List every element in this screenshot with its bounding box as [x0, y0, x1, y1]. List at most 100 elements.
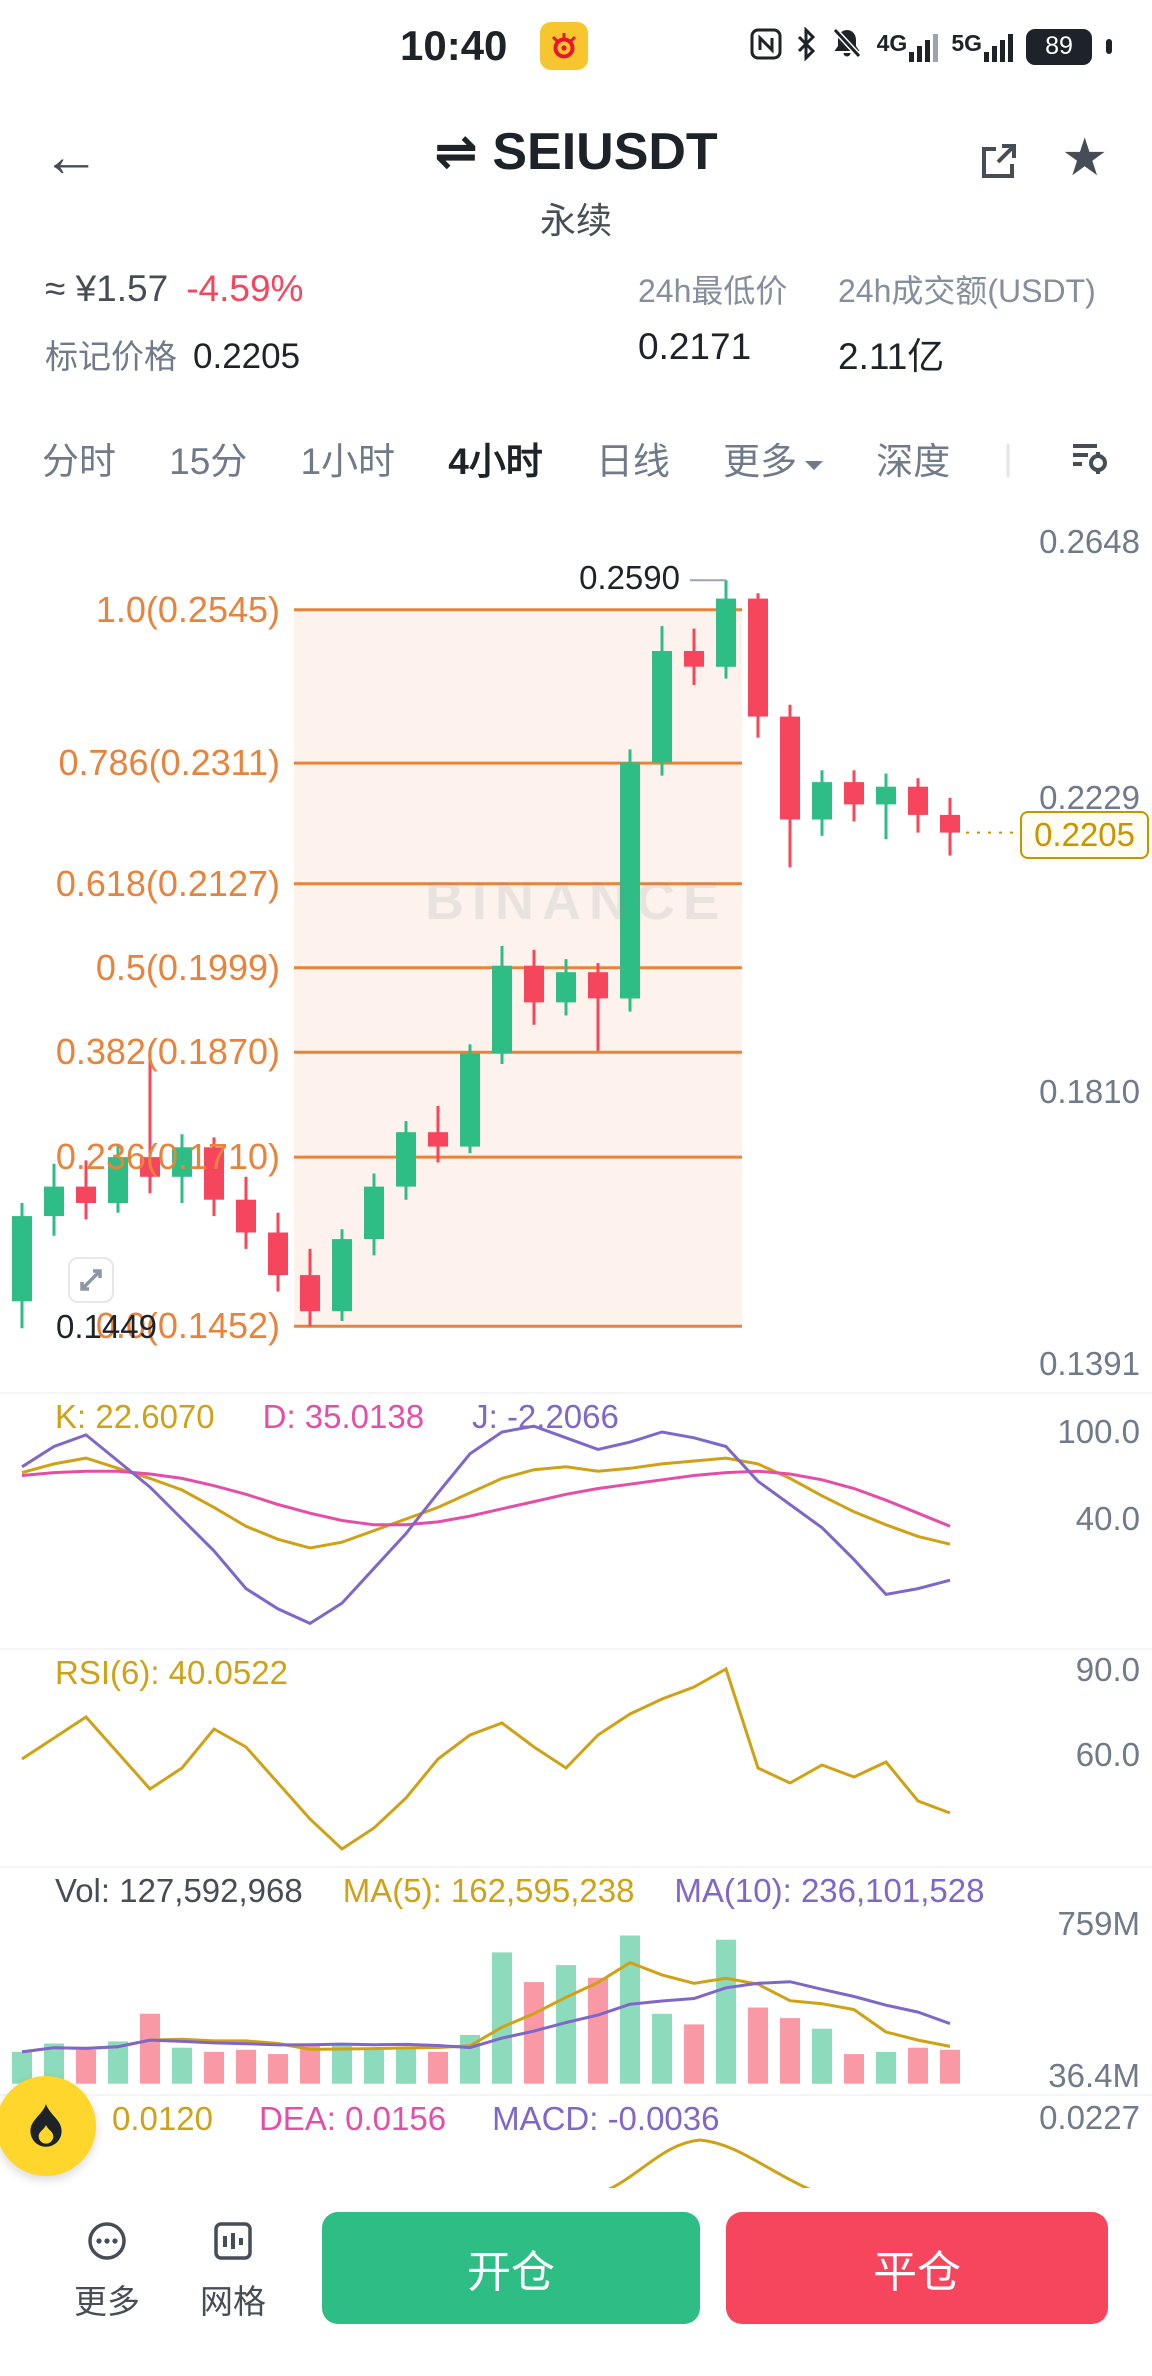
grid-action[interactable]: 网格: [178, 2218, 288, 2323]
candle: [268, 1232, 288, 1276]
volume-axis-label: 36.4M: [1048, 2057, 1140, 2094]
candle: [44, 1186, 64, 1217]
share-icon[interactable]: [974, 138, 1022, 191]
kdj-d-line: [21, 1469, 951, 1528]
price-chart[interactable]: BINANCE 1.0(0.2545) 0.786(0.2311) 0.618(…: [0, 495, 1152, 1382]
fib-label-0.382: 0.382(0.1870): [55, 1031, 280, 1072]
kdj-j-value: J: -2.2066: [472, 1398, 619, 1435]
kdj-panel[interactable]: K: 22.6070 D: 35.0138 J: -2.2066 100.0 4…: [0, 1392, 1152, 1644]
macd-canvas: [607, 2138, 811, 2188]
tab-15m[interactable]: 15分: [169, 441, 248, 482]
candle: [716, 598, 736, 667]
price-axis-label: 0.2648: [1039, 523, 1140, 560]
candle: [236, 1199, 256, 1233]
mark-price-row: 标记价格 0.2205: [45, 330, 300, 378]
candle: [684, 651, 704, 667]
perp-swap-icon: ⇌: [434, 123, 478, 181]
low-price-annotation: 0.1449: [56, 1308, 157, 1345]
candlestick-canvas[interactable]: [0, 495, 1152, 1380]
fib-label-0.5: 0.5(0.1999): [95, 947, 280, 988]
tab-more[interactable]: 更多: [723, 431, 824, 485]
volume-bar: [908, 2047, 928, 2084]
turnover-24h-block: 24h成交额(USDT) 2.11亿: [838, 266, 1096, 380]
kdj-j-line: [21, 1424, 951, 1626]
candle: [908, 786, 928, 815]
macd-panel[interactable]: 0.0120 DEA: 0.0156 MACD: -0.0036 0.0227: [0, 2094, 1152, 2188]
macd-dif-value: 0.0120: [112, 2100, 213, 2137]
fib-label-0.0: 0.0(0.1452): [95, 1305, 280, 1346]
fiat-price-row: ≈ ¥1.57 -4.59%: [45, 268, 303, 310]
candle: [172, 1147, 192, 1177]
candle: [780, 716, 800, 820]
flame-float-button[interactable]: [0, 2076, 96, 2176]
rsi-panel[interactable]: RSI(6): 40.0522 90.0 60.0: [0, 1648, 1152, 1862]
tab-4h[interactable]: 4小时: [448, 441, 543, 482]
volume-bar: [652, 2013, 672, 2084]
low-24h-block: 24h最低价 0.2171: [638, 266, 787, 368]
favorite-star-icon[interactable]: ★: [1061, 129, 1108, 187]
volume-bar: [876, 2051, 896, 2084]
fib-resize-handle[interactable]: [68, 1257, 114, 1308]
volume-bar: [716, 1939, 736, 2084]
volume-bar: [684, 2024, 704, 2084]
candle: [12, 1216, 32, 1302]
grid-label: 网格: [200, 2283, 266, 2320]
macd-axis-label: 0.0227: [1039, 2099, 1140, 2136]
tab-time-line[interactable]: 分时: [42, 441, 116, 482]
candle: [108, 1157, 128, 1203]
candle: [652, 651, 672, 763]
kdj-legend: K: 22.6070 D: 35.0138 J: -2.2066: [55, 1398, 619, 1436]
signal-5g-icon: 5G: [951, 30, 1014, 64]
volume-bar: [204, 2051, 224, 2084]
candle: [556, 972, 576, 1003]
fib-label-0.618: 0.618(0.2127): [55, 863, 280, 904]
kdj-k-line: [21, 1456, 951, 1550]
volume-bar: [492, 1952, 512, 2084]
volume-bar: [812, 2028, 832, 2084]
macd-dea-value: DEA: 0.0156: [258, 2100, 447, 2137]
candle: [460, 1053, 480, 1147]
volume-bar: [76, 2049, 96, 2084]
mute-icon: [829, 26, 865, 67]
volume-bar: [940, 2049, 960, 2084]
volume-legend: Vol: 127,592,968 MA(5): 162,595,238 MA(1…: [55, 1872, 984, 1910]
volume-bar: [844, 2054, 864, 2084]
more-action[interactable]: 更多: [52, 2218, 162, 2323]
tab-1h[interactable]: 1小时: [300, 441, 396, 482]
change-percent: -4.59%: [186, 268, 304, 309]
close-position-button[interactable]: 平仓: [726, 2212, 1108, 2324]
volume-bar: [236, 2049, 256, 2084]
volume-ma5: MA(5): 162,595,238: [342, 1872, 635, 1909]
battery-icon: 89: [1026, 28, 1092, 65]
volume-ma10-line: [21, 1980, 951, 2054]
tab-depth[interactable]: 深度: [876, 441, 951, 482]
binance-watermark: BINANCE: [424, 871, 727, 931]
candle: [204, 1147, 224, 1200]
fib-label-1.0: 1.0(0.2545): [95, 589, 280, 630]
volume-bar: [108, 2041, 128, 2084]
volume-bar: [44, 2043, 64, 2084]
mark-price-value: 0.2205: [193, 337, 301, 376]
volume-panel[interactable]: Vol: 127,592,968 MA(5): 162,595,238 MA(1…: [0, 1866, 1152, 2094]
status-bar: 10:40 4G 5G 89: [0, 0, 1152, 92]
volume-bar: [268, 2054, 288, 2084]
rsi-value: RSI(6): 40.0522: [55, 1654, 288, 1691]
volume-bar: [364, 2049, 384, 2084]
kdj-k-value: K: 22.6070: [55, 1398, 215, 1435]
back-button[interactable]: ←: [42, 124, 100, 189]
indicator-settings-icon[interactable]: [1066, 434, 1110, 483]
candle: [396, 1132, 416, 1187]
volume-value: Vol: 127,592,968: [55, 1872, 303, 1909]
kdj-axis-label: 100.0: [1057, 1413, 1140, 1450]
rsi-axis-label: 90.0: [1075, 1651, 1140, 1688]
kdj-d-value: D: 35.0138: [262, 1398, 425, 1435]
turnover-value: 2.11亿: [838, 336, 945, 377]
open-position-button[interactable]: 开仓: [322, 2212, 700, 2324]
tab-1d[interactable]: 日线: [595, 441, 670, 482]
candle: [812, 782, 832, 820]
rsi-legend: RSI(6): 40.0522: [55, 1654, 288, 1692]
more-dots-icon: [88, 2222, 126, 2260]
volume-bar: [588, 1977, 608, 2084]
kdj-axis-label: 40.0: [1075, 1500, 1140, 1537]
rsi-axis-label: 60.0: [1075, 1736, 1140, 1773]
